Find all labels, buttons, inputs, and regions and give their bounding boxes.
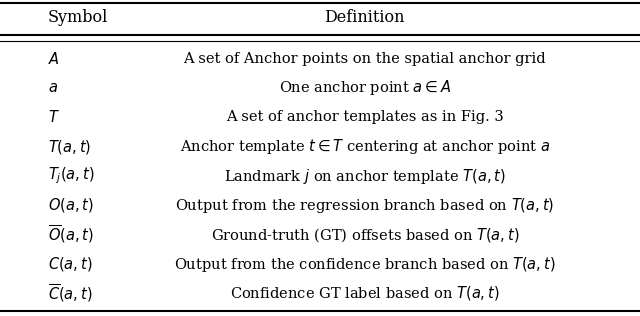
Text: $T(a,t)$: $T(a,t)$: [48, 138, 92, 156]
Text: One anchor point $a \in A$: One anchor point $a \in A$: [279, 78, 451, 98]
Text: Landmark $j$ on anchor template $T(a,t)$: Landmark $j$ on anchor template $T(a,t)$: [224, 167, 506, 185]
Text: $C(a,t)$: $C(a,t)$: [48, 255, 93, 273]
Text: Anchor template $t \in T$ centering at anchor point $a$: Anchor template $t \in T$ centering at a…: [180, 137, 550, 156]
Text: $T$: $T$: [48, 109, 60, 125]
Text: $T_j(a,t)$: $T_j(a,t)$: [48, 166, 95, 186]
Text: $O(a,t)$: $O(a,t)$: [48, 196, 94, 214]
Text: Output from the regression branch based on $T(a,t)$: Output from the regression branch based …: [175, 196, 554, 215]
Text: A set of anchor templates as in Fig. 3: A set of anchor templates as in Fig. 3: [226, 110, 504, 124]
Text: Output from the confidence branch based on $T(a,t)$: Output from the confidence branch based …: [174, 254, 556, 274]
Text: A set of Anchor points on the spatial anchor grid: A set of Anchor points on the spatial an…: [184, 52, 546, 66]
Text: $a$: $a$: [48, 81, 58, 95]
Text: $A$: $A$: [48, 51, 60, 67]
Text: Ground-truth (GT) offsets based on $T(a,t)$: Ground-truth (GT) offsets based on $T(a,…: [211, 226, 519, 244]
Text: Symbol: Symbol: [48, 9, 108, 27]
Text: Confidence GT label based on $T(a,t)$: Confidence GT label based on $T(a,t)$: [230, 284, 500, 302]
Text: Definition: Definition: [324, 9, 405, 27]
Text: $\overline{C}(a,t)$: $\overline{C}(a,t)$: [48, 283, 93, 304]
Text: $\overline{O}(a,t)$: $\overline{O}(a,t)$: [48, 224, 94, 246]
